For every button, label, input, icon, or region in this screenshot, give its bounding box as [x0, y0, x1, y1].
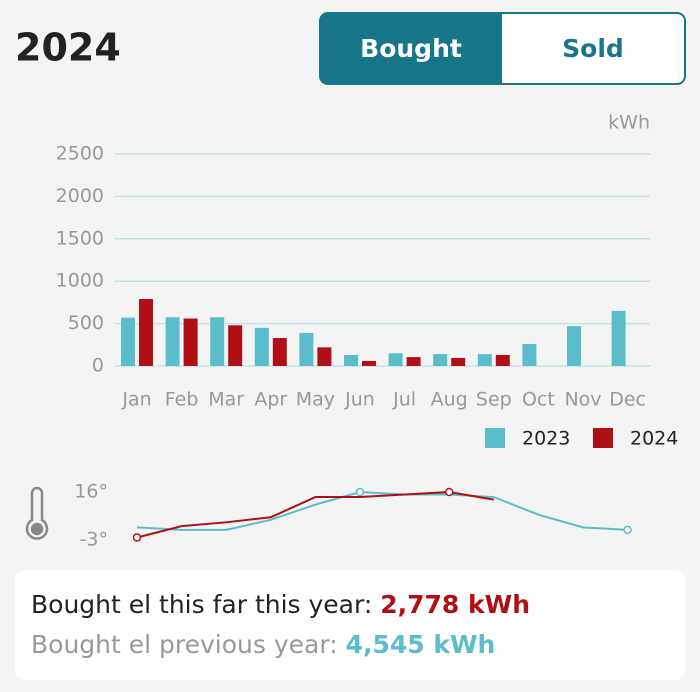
legend-label: 2024: [630, 428, 678, 450]
thermometer-icon: [25, 486, 49, 540]
bar: [362, 360, 376, 366]
x-tick-label: Feb: [165, 389, 199, 411]
bar: [433, 354, 448, 366]
summary-card: Bought el this far this year: 2,778 kWh …: [15, 570, 685, 680]
y-tick-label: 16°: [74, 481, 108, 503]
y-tick-label: -3°: [80, 529, 108, 551]
legend-swatch: [485, 428, 505, 448]
x-tick-label: Dec: [609, 389, 646, 411]
bar: [406, 357, 421, 366]
bar: [210, 317, 225, 366]
bar: [121, 317, 135, 366]
bar: [388, 353, 403, 366]
toggle-bought[interactable]: Bought: [360, 34, 462, 63]
bar: [567, 326, 581, 366]
toggle-active: [320, 13, 502, 84]
bar: [522, 343, 537, 366]
y-tick-label: 2000: [56, 185, 104, 207]
y-tick-label: 1500: [56, 227, 104, 249]
temperature-line: [136, 490, 494, 539]
current-line: Bought el this far this year: 2,778 kWh: [31, 590, 530, 619]
bar: [254, 327, 269, 366]
temperature-marker: [444, 487, 454, 497]
bar: [495, 354, 510, 366]
y-tick-label: 0: [92, 355, 104, 377]
bar: [611, 310, 626, 366]
previous-label: Bought el previous year:: [31, 630, 338, 659]
y-tick-label: 1000: [56, 270, 104, 292]
x-tick-label: Mar: [208, 389, 244, 411]
temperature-marker: [132, 533, 142, 542]
previous-line: Bought el previous year: 4,545 kWh: [31, 630, 495, 659]
x-tick-label: Apr: [254, 389, 287, 411]
temperature-marker: [623, 525, 632, 535]
bar: [477, 354, 492, 366]
x-tick-label: Jun: [344, 389, 375, 411]
unit-label: kWh: [608, 112, 650, 134]
current-label: Bought el this far this year:: [31, 590, 373, 619]
x-tick-label: May: [296, 389, 335, 411]
y-tick-label: 2500: [56, 143, 104, 165]
x-tick-label: Aug: [431, 389, 468, 411]
legend-label: 2023: [522, 428, 570, 450]
bar: [228, 325, 243, 366]
previous-value: 4,545 kWh: [345, 630, 496, 659]
legend-swatch: [593, 428, 613, 448]
x-tick-label: Oct: [522, 389, 555, 411]
bar: [317, 347, 332, 366]
x-tick-label: Nov: [564, 389, 601, 411]
year-title: 2024: [15, 26, 121, 70]
y-tick-label: 500: [68, 312, 104, 334]
x-tick-label: Sep: [476, 389, 512, 411]
bar: [139, 299, 153, 366]
bar: [183, 318, 198, 366]
temperature-marker: [355, 487, 365, 497]
bar: [165, 317, 180, 366]
toggle-sold[interactable]: Sold: [562, 34, 624, 63]
x-tick-label: Jul: [392, 389, 416, 411]
bar: [344, 354, 358, 366]
temperature-line: [136, 490, 628, 531]
bar: [451, 357, 466, 366]
bar: [272, 338, 287, 366]
bar: [299, 332, 314, 366]
x-tick-label: Jan: [121, 389, 151, 411]
current-value: 2,778 kWh: [380, 590, 530, 619]
charts: 2024 Bought Sold kWh 0 500 1000 1500 2000 250…: [15, 12, 686, 551]
